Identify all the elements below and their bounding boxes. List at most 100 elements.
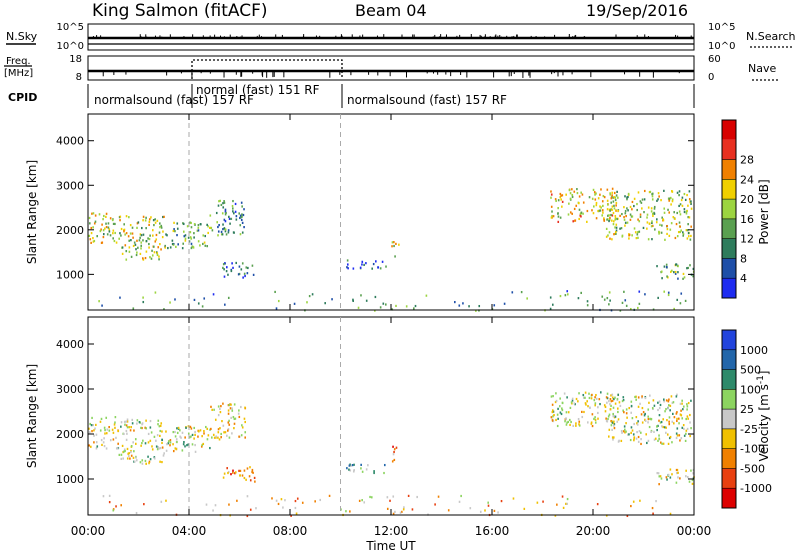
echo-cell [627, 433, 629, 436]
echo-cell [187, 443, 189, 446]
echo-cell [613, 191, 616, 195]
echo-cell [635, 415, 638, 419]
colorbar-tick-label: -25 [740, 423, 758, 436]
echo-cell [590, 397, 593, 400]
echo-cell [125, 429, 128, 433]
echo-cell [617, 440, 620, 443]
echo-cell [145, 227, 147, 230]
echo-cell [631, 215, 634, 218]
echo-cell [140, 241, 143, 244]
echo-cell [549, 296, 552, 299]
echo-cell [672, 216, 675, 219]
echo-cell [148, 237, 151, 241]
echo-cell [640, 437, 642, 441]
echo-cell [563, 392, 566, 395]
echo-cell [643, 211, 645, 214]
echo-cell [130, 451, 132, 454]
echo-cell [667, 400, 670, 403]
echo-cell [227, 404, 230, 407]
echo-cell [663, 290, 666, 293]
echo-cell [688, 190, 691, 193]
echo-cell [132, 441, 134, 444]
echo-cell [345, 510, 347, 513]
echo-cell [352, 298, 354, 301]
echo-cell [159, 222, 161, 225]
echo-cell [561, 495, 564, 498]
echo-cell [202, 242, 204, 246]
echo-cell [571, 212, 573, 215]
echo-cell [587, 405, 589, 408]
echo-cell [551, 210, 553, 213]
echo-cell [682, 405, 685, 408]
echo-cell [675, 468, 678, 472]
echo-cell [206, 427, 209, 430]
echo-cell [103, 214, 105, 218]
echo-cell [360, 294, 362, 297]
echo-cell [611, 238, 613, 241]
echo-cell [224, 431, 227, 434]
echo-cell [644, 419, 647, 422]
echo-cell [361, 260, 364, 263]
echo-cell [581, 410, 583, 414]
echo-cell [133, 450, 135, 453]
echo-cell [173, 221, 175, 224]
echo-cell [614, 230, 617, 234]
echo-cell [588, 396, 591, 400]
echo-cell [370, 496, 373, 499]
echo-cell [186, 225, 189, 228]
echo-cell [328, 494, 331, 497]
echo-cell [565, 502, 567, 505]
echo-cell [136, 222, 139, 225]
echo-cell [585, 403, 587, 406]
x-tick-label: 00:00 [677, 524, 712, 538]
echo-cell [190, 221, 192, 225]
echo-cell [232, 207, 234, 210]
echo-cell [678, 210, 681, 213]
echo-cell [162, 230, 164, 233]
echo-cell [578, 217, 580, 221]
echo-cell [624, 299, 627, 302]
echo-cell [668, 197, 671, 200]
echo-cell [361, 263, 363, 266]
echo-cell [217, 436, 219, 439]
echo-cell [129, 429, 132, 432]
echo-cell [569, 423, 571, 427]
echo-cell [560, 194, 562, 197]
echo-cell [130, 255, 133, 258]
echo-cell [142, 215, 145, 218]
echo-cell [684, 299, 687, 302]
echo-cell [150, 216, 152, 219]
echo-cell [101, 443, 103, 447]
echo-cell [621, 212, 623, 216]
echo-cell [643, 414, 646, 417]
echo-cell [604, 410, 607, 413]
echo-cell [648, 401, 650, 404]
echo-cell [234, 417, 237, 420]
echo-cell [690, 200, 692, 203]
echo-cell [633, 422, 635, 426]
echo-cell [663, 211, 666, 214]
echo-cell [403, 506, 405, 509]
echo-cell [139, 233, 142, 236]
colorbar-segment [722, 218, 736, 239]
echo-cell [651, 220, 653, 223]
echo-cell [392, 512, 395, 515]
echo-cell [571, 188, 573, 191]
echo-cell [665, 266, 668, 269]
echo-cell [221, 212, 224, 215]
echo-cell [650, 210, 653, 213]
echo-cell [125, 424, 128, 427]
echo-cell [660, 199, 662, 202]
echo-cell [612, 421, 615, 424]
echo-cell [650, 418, 652, 421]
colorbar-tick-label: 24 [740, 173, 754, 186]
echo-cell [671, 401, 674, 405]
echo-cell [122, 457, 124, 460]
echo-cell [569, 192, 572, 195]
echo-cell [687, 232, 690, 235]
echo-cell [102, 229, 105, 232]
echo-cell [651, 212, 654, 215]
echo-cell [127, 235, 130, 238]
